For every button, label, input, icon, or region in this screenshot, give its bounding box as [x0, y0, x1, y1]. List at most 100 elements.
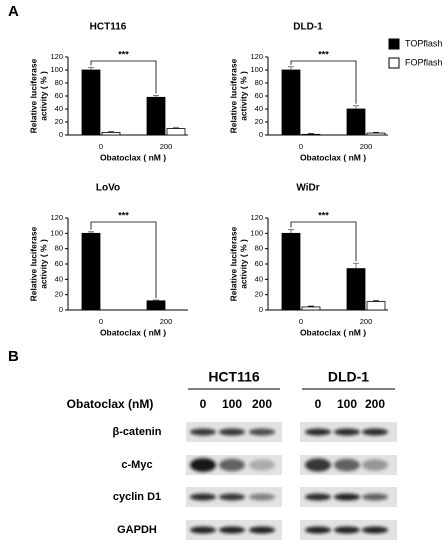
- bar: [101, 131, 121, 136]
- x-axis-label: Obatoclax ( nM ): [300, 152, 366, 162]
- bar: [301, 133, 321, 136]
- blot-band: [362, 459, 388, 471]
- blot-band: [249, 526, 275, 534]
- blot-band: [190, 458, 216, 472]
- y-tick-label: 120: [50, 52, 63, 61]
- blot-band: [334, 526, 360, 534]
- bar: [366, 132, 386, 136]
- error-bar: [353, 105, 359, 109]
- blot-band: [362, 526, 388, 534]
- y-tick-label: 100: [50, 65, 63, 74]
- significance-bracket: [290, 60, 357, 104]
- bar: [281, 69, 301, 136]
- blot-band: [305, 428, 331, 436]
- y-tick-label: 20: [255, 290, 263, 299]
- chart-title: WiDr: [296, 183, 319, 194]
- bar: [301, 306, 321, 311]
- group-label: HCT116: [208, 369, 260, 385]
- blot-band: [219, 493, 245, 501]
- blot-band: [249, 428, 275, 436]
- blot-band: [219, 458, 245, 472]
- group-label: DLD-1: [328, 369, 369, 385]
- y-tick-label: 80: [255, 244, 263, 253]
- y-axis-label: Relative luciferase: [228, 58, 238, 133]
- y-tick-label: 100: [250, 65, 263, 74]
- blot-band: [190, 526, 216, 534]
- y-tick-label: 100: [50, 228, 63, 237]
- error-bar: [88, 231, 94, 234]
- y-axis-label: Relative luciferase: [228, 226, 238, 301]
- bar: [346, 108, 366, 136]
- y-tick-label: 0: [59, 305, 63, 314]
- bar: [146, 96, 166, 136]
- y-tick-label: 20: [55, 117, 63, 126]
- significance-label: ***: [118, 210, 129, 220]
- legend-label: TOPflash: [405, 38, 442, 48]
- row-label: β-catenin: [113, 426, 162, 438]
- x-tick-label: 200: [360, 317, 373, 326]
- y-tick-label: 40: [255, 104, 263, 113]
- bar: [81, 232, 101, 311]
- legend-swatch: [388, 57, 400, 69]
- blot-band: [219, 526, 245, 534]
- blot-band: [190, 428, 216, 436]
- error-bar: [308, 133, 314, 135]
- blot-band: [334, 458, 360, 472]
- significance-label: ***: [118, 49, 129, 59]
- blot-band: [334, 493, 360, 501]
- error-bar: [373, 132, 379, 134]
- bar: [346, 268, 366, 311]
- y-tick-label: 80: [255, 78, 263, 87]
- blot-band: [334, 428, 360, 436]
- significance-bracket: [90, 60, 157, 94]
- row-label: cyclin D1: [113, 491, 161, 503]
- y-tick-label: 0: [59, 130, 63, 139]
- y-tick-label: 20: [255, 117, 263, 126]
- y-axis-label: Relative luciferase: [28, 58, 38, 133]
- error-bar: [373, 300, 379, 302]
- blot-band: [305, 526, 331, 534]
- legend-label: FOPflash: [405, 57, 443, 67]
- dose-label: 200: [365, 397, 385, 411]
- x-tick-label: 200: [360, 142, 373, 151]
- x-tick-label: 200: [160, 317, 173, 326]
- bar: [281, 232, 301, 311]
- x-axis-label: Obatoclax ( nM ): [300, 327, 366, 337]
- y-tick-label: 20: [55, 290, 63, 299]
- y-tick-label: 80: [55, 78, 63, 87]
- dose-axis-label: Obatoclax (nM): [67, 397, 154, 411]
- y-tick-label: 40: [255, 274, 263, 283]
- dose-label: 200: [252, 397, 272, 411]
- blot-band: [190, 493, 216, 501]
- panel-label: A: [8, 3, 19, 20]
- x-tick-label: 0: [99, 317, 103, 326]
- dose-label: 100: [222, 397, 242, 411]
- blot-band: [249, 459, 275, 471]
- y-tick-label: 120: [250, 52, 263, 61]
- dose-label: 0: [315, 397, 322, 411]
- y-tick-label: 100: [250, 228, 263, 237]
- blot-band: [305, 458, 331, 472]
- error-bar: [108, 131, 114, 133]
- error-bar: [288, 229, 294, 234]
- y-tick-label: 120: [50, 213, 63, 222]
- significance-bracket: [290, 221, 357, 262]
- x-tick-label: 0: [99, 142, 103, 151]
- dose-label: 0: [200, 397, 207, 411]
- y-tick-label: 120: [250, 213, 263, 222]
- x-tick-label: 0: [299, 142, 303, 151]
- bar: [146, 300, 166, 311]
- error-bar: [153, 299, 159, 301]
- legend-swatch: [388, 38, 400, 50]
- error-bar: [153, 94, 159, 98]
- row-label: c-Myc: [121, 459, 152, 471]
- y-tick-label: 60: [55, 259, 63, 268]
- error-bar: [308, 305, 314, 307]
- significance-label: ***: [318, 49, 329, 59]
- dose-label: 100: [337, 397, 357, 411]
- error-bar: [88, 67, 94, 70]
- y-tick-label: 0: [259, 130, 263, 139]
- chart-title: LoVo: [96, 183, 120, 194]
- blot-band: [305, 493, 331, 501]
- error-bar: [173, 127, 179, 129]
